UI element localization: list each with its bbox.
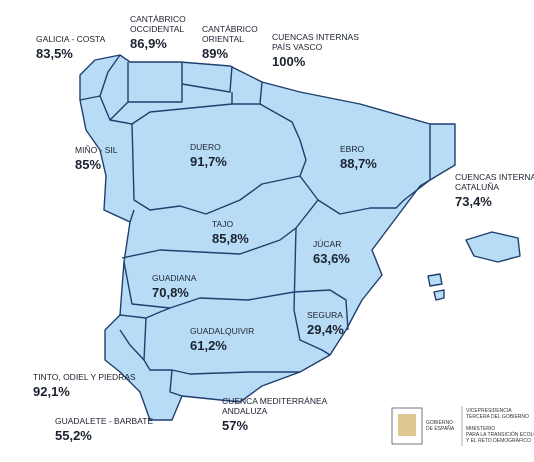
spain-map — [79, 54, 521, 421]
basin-name: GUADALETE - BARBATE — [55, 416, 153, 426]
border — [119, 329, 145, 361]
mainland — [79, 54, 456, 421]
border — [79, 54, 121, 101]
basin-name: GALICIA - COSTA — [36, 34, 106, 44]
basin-name: SEGURA — [307, 310, 343, 320]
island — [465, 231, 521, 263]
border — [259, 103, 431, 215]
basin-name: CUENCAS INTERNAS — [272, 32, 359, 42]
basin-name: CATALUÑA — [455, 182, 499, 192]
border — [99, 62, 129, 121]
basin-value: 85,8% — [212, 231, 249, 246]
border — [293, 289, 349, 331]
basin-name: JÚCAR — [313, 239, 341, 249]
basin-value: 91,7% — [190, 154, 227, 169]
border — [123, 261, 295, 309]
footer-text: DE ESPAÑA — [426, 425, 455, 432]
border — [119, 307, 171, 319]
footer-text: PARA LA TRANSICIÓN ECOLÓGICA — [466, 431, 534, 438]
coat-of-arms — [398, 414, 416, 436]
basin-value: 57% — [222, 418, 248, 433]
basin-name: GUADIANA — [152, 273, 197, 283]
footer-text: Y EL RETO DEMOGRÁFICO — [466, 437, 531, 444]
island — [433, 289, 445, 301]
basin-value: 70,8% — [152, 285, 189, 300]
basin-name: GUADALQUIVIR — [190, 326, 254, 336]
basin-value: 61,2% — [190, 338, 227, 353]
footer-text: GOBIERNO — [426, 420, 453, 426]
basin-name: CUENCA MEDITERRÁNEA — [222, 396, 328, 406]
basin-value: 92,1% — [33, 384, 70, 399]
border — [129, 209, 135, 223]
island — [427, 273, 443, 287]
basin-name: CANTÁBRICO — [130, 14, 186, 24]
basin-name: DUERO — [190, 142, 221, 152]
basin-name: ANDALUZA — [222, 406, 268, 416]
basin-name: TAJO — [212, 219, 233, 229]
basin-name: OCCIDENTAL — [130, 24, 184, 34]
basin-name: MIÑO - SIL — [75, 145, 118, 155]
basin-name: ORIENTAL — [202, 34, 244, 44]
basin-value: 73,4% — [455, 194, 492, 209]
basin-name: CUENCAS INTERNAS — [455, 172, 534, 182]
border — [231, 81, 263, 105]
basin-value: 100% — [272, 54, 306, 69]
basin-value: 29,4% — [307, 322, 344, 337]
border — [131, 123, 301, 215]
basin-name: CANTÁBRICO — [202, 24, 258, 34]
footer-text: TERCERA DEL GOBIERNO — [466, 414, 529, 420]
footer-text: VICEPRESIDENCIA — [466, 408, 512, 414]
basin-name: EBRO — [340, 144, 364, 154]
border — [169, 369, 183, 397]
basin-value: 89% — [202, 46, 228, 61]
basin-name: TINTO, ODIEL Y PIEDRAS — [33, 372, 136, 382]
border — [293, 227, 331, 356]
border — [109, 103, 233, 125]
footer-text: MINISTERIO — [466, 426, 495, 432]
basin-value: 55,2% — [55, 428, 92, 443]
basin-name: PAÍS VASCO — [272, 42, 323, 52]
basin-value: 88,7% — [340, 156, 377, 171]
basin-value: 83,5% — [36, 46, 73, 61]
border — [181, 65, 233, 93]
basin-value: 86,9% — [130, 36, 167, 51]
basin-value: 63,6% — [313, 251, 350, 266]
footer-logo — [391, 406, 463, 446]
basin-value: 85% — [75, 157, 101, 172]
border — [128, 62, 183, 103]
